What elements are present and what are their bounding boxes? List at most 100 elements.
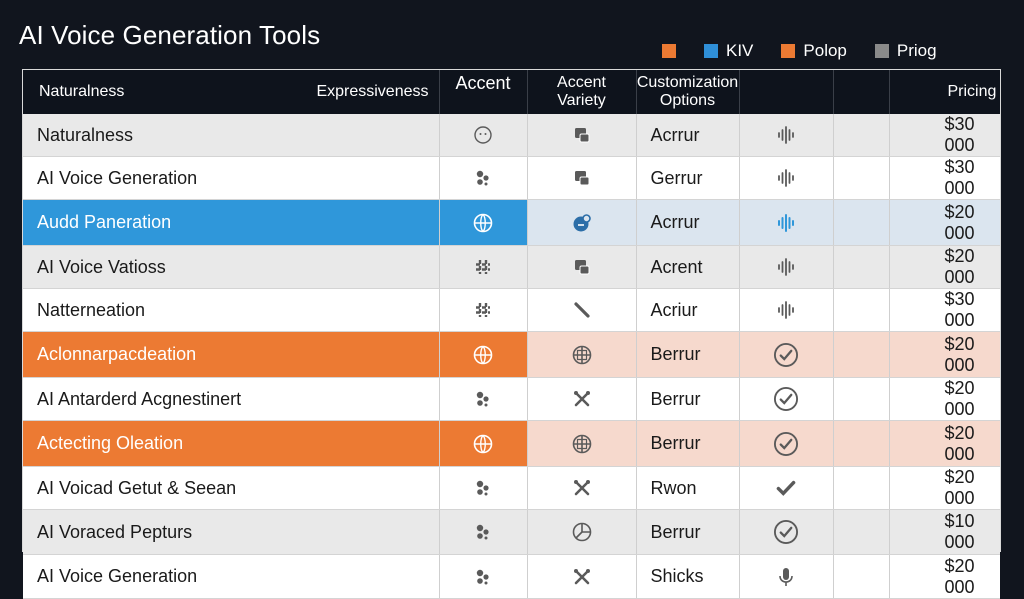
accent-variety-cell: [527, 199, 637, 246]
customization-cell: Gerrur: [636, 156, 740, 200]
customization-cell: Berrur: [636, 377, 740, 421]
customization-cell: Rwon: [636, 466, 740, 510]
chat-box-icon: [570, 124, 594, 144]
customization-option: Berrur: [650, 521, 701, 542]
customization-cell: Berrur: [636, 509, 740, 555]
header-accent-variety-line1: Accent: [557, 74, 606, 91]
header-naturalness-expressiveness: Naturalness Expressiveness: [23, 70, 440, 114]
legend-item: Priog: [874, 41, 937, 61]
customization-cell: Acrrur: [636, 114, 740, 157]
header-customization-line2: Options: [659, 92, 716, 109]
accent-cell: [439, 288, 528, 332]
table-row: AI Antarderd Acgnestinert Berrur $20 000: [23, 377, 1000, 421]
price-value: $20 000: [944, 201, 975, 243]
tool-name: AI Voice Generation: [37, 167, 198, 188]
feature-icon-cell: [739, 377, 834, 421]
header-pricing: Pricing: [947, 83, 997, 100]
accent-variety-cell: [527, 114, 637, 157]
cross-tools-icon: [570, 477, 594, 497]
table-row: Aclonnarpacdeation Berrur $20 000: [23, 331, 1000, 378]
check-circle-icon: [772, 342, 800, 367]
accent-variety-cell: [527, 156, 637, 200]
pricing-cell: $30 000: [889, 156, 1000, 200]
accent-cell: [439, 245, 528, 289]
table-row: AI Voice Vatioss Acrent $20 000: [23, 245, 1000, 289]
accent-cell: [439, 199, 528, 246]
customization-option: Acrrur: [650, 212, 700, 232]
legend-label: KIV: [726, 41, 754, 60]
pricing-cell: $20 000: [889, 377, 1000, 421]
legend-swatch: [874, 44, 889, 58]
pen-icon: [570, 299, 594, 319]
page-title: AI Voice Generation Tools: [19, 20, 321, 50]
empty-cell: [833, 156, 890, 200]
empty-cell: [833, 288, 890, 332]
header-customization-options: Customization Options: [636, 70, 740, 114]
tool-name-cell: AI Antarderd Acgnestinert: [23, 377, 440, 421]
tool-name-cell: Actecting Oleation: [23, 420, 440, 467]
feature-icon-cell: [739, 466, 834, 510]
empty-cell: [833, 114, 890, 157]
accent-variety-cell: [527, 288, 637, 332]
tool-name: Natterneation: [37, 299, 146, 320]
cross-tools-icon: [570, 565, 594, 585]
header-expressiveness: Expressiveness: [316, 83, 429, 100]
tool-name-cell: AI Voicad Getut & Seean: [23, 466, 440, 510]
pricing-cell: $20 000: [889, 245, 1000, 289]
tool-name: AI Voice Generation: [37, 566, 198, 586]
feature-icon-cell: [739, 288, 834, 332]
header-customization-line1: Customization: [636, 74, 739, 91]
table-row: AI Voice Generation Shicks $20 000: [23, 554, 1000, 599]
accent-cell: [439, 509, 528, 555]
cross-tools-icon: [570, 388, 594, 408]
dots-cluster-icon: [471, 521, 495, 541]
price-value: $10 000: [944, 511, 975, 552]
tool-name: AI Voraced Pepturs: [37, 521, 193, 542]
pricing-cell: $20 000: [889, 420, 1000, 467]
globe-icon: [471, 432, 495, 453]
waveform-icon: [774, 299, 798, 319]
legend-item: KIV: [704, 41, 753, 61]
customization-option: Berrur: [650, 388, 701, 409]
empty-cell: [833, 466, 890, 510]
customization-option: Berrur: [650, 344, 701, 364]
table-header-row: Naturalness Expressiveness Accent Accent…: [23, 70, 1000, 114]
legend-swatch: [781, 44, 796, 58]
feature-icon-cell: [739, 509, 834, 555]
empty-cell: [833, 377, 890, 421]
accent-variety-cell: [527, 420, 637, 467]
pricing-cell: $20 000: [889, 554, 1000, 599]
price-value: $30 000: [944, 157, 975, 198]
feature-icon-cell: [739, 245, 834, 289]
customization-option: Gerrur: [650, 167, 703, 188]
dots-cluster-icon: [471, 388, 495, 408]
accent-variety-cell: [527, 245, 637, 289]
customization-cell: Shicks: [636, 554, 740, 599]
accent-cell: [439, 331, 528, 378]
microphone-icon: [774, 565, 798, 586]
dots-cluster-icon: [471, 565, 495, 585]
dots-cluster-icon: [471, 477, 495, 497]
tool-name: Audd Paneration: [37, 212, 172, 232]
globe-badge-icon: [570, 211, 594, 231]
pie-circle-icon: [570, 521, 594, 542]
tool-name: AI Voicad Getut & Seean: [37, 477, 237, 498]
empty-cell: [833, 245, 890, 289]
hash-icon: [471, 299, 495, 319]
legend: KIV Polop Priog: [662, 41, 937, 61]
header-blank-1: [739, 70, 834, 114]
waveform-icon: [774, 124, 798, 144]
price-value: $30 000: [944, 289, 975, 330]
header-naturalness: Naturalness: [39, 83, 125, 100]
globe-icon: [471, 343, 495, 364]
grid-circle-icon: [570, 343, 594, 364]
tool-name-cell: Natterneation: [23, 288, 440, 332]
accent-variety-cell: [527, 509, 637, 555]
tool-name: Naturalness: [37, 124, 134, 145]
waveform-icon: [774, 167, 798, 187]
legend-swatch: [704, 44, 718, 58]
table-row: Actecting Oleation Berrur $20 000: [23, 420, 1000, 467]
pricing-cell: $30 000: [889, 288, 1000, 332]
price-value: $20 000: [944, 422, 975, 464]
tool-name: AI Voice Vatioss: [37, 256, 166, 277]
